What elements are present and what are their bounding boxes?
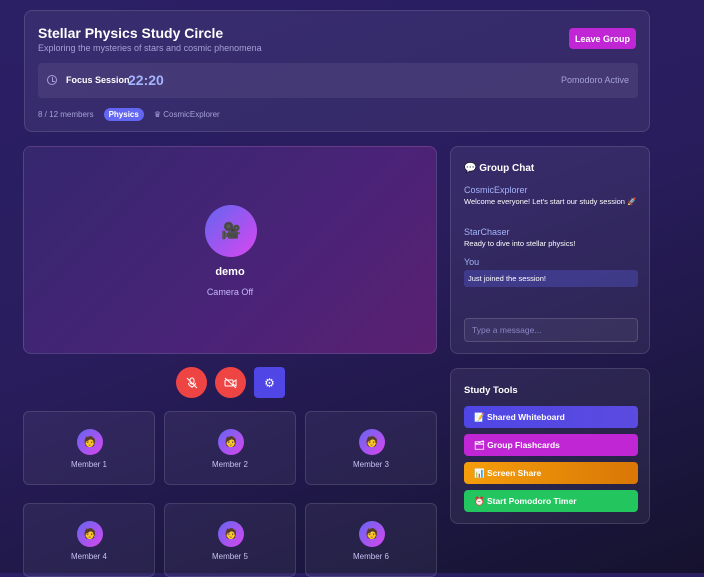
shared-whiteboard-button[interactable]: 📝 Shared Whiteboard [464,406,638,428]
study-tools-panel: Study Tools 📝 Shared Whiteboard 🗂 Group … [450,368,650,524]
member-avatar-icon: 🧑 [77,521,103,547]
subject-tag: Physics [103,108,144,121]
toggle-camera-button[interactable] [215,367,246,398]
group-meta: 8 / 12 members Physics ♛ CosmicExplorer [38,108,220,121]
focus-timer: 22:20 [128,72,164,88]
screen-share-button[interactable]: 📊 Screen Share [464,462,638,484]
member-name: Member 2 [211,460,248,469]
group-subtitle: Exploring the mysteries of stars and cos… [38,43,262,53]
member-tile[interactable]: 🧑 Member 6 [305,503,437,577]
member-tile[interactable]: 🧑 Member 5 [164,503,296,577]
member-name: Member 3 [352,460,389,469]
member-avatar-icon: 🧑 [218,429,244,455]
chat-title: 💬 Group Chat [464,163,534,174]
camera-status: Camera Off [206,287,254,297]
main-video: 🎥 demo Camera Off [23,146,437,354]
member-avatar-icon: 🧑 [218,521,244,547]
chat-bubble-icon: 💬 [464,163,480,174]
group-title: Stellar Physics Study Circle [38,25,224,41]
settings-button[interactable]: ⚙ [254,367,285,398]
group-header: Stellar Physics Study Circle Exploring t… [24,10,650,132]
camera-icon: 🎥 [205,205,257,257]
member-name: Member 5 [211,552,248,561]
member-tile[interactable]: 🧑 Member 2 [164,411,296,485]
member-name: Member 6 [352,552,389,561]
focus-label: Focus Session [66,75,130,85]
message-author: You [464,257,480,267]
participant-name: demo [215,266,245,278]
message-text: Welcome everyone! Let's start our study … [464,197,637,206]
mic-off-icon [186,377,197,388]
clock-icon [47,75,57,85]
member-avatar-icon: 🧑 [77,429,103,455]
mute-mic-button[interactable] [176,367,207,398]
host-name: ♛ CosmicExplorer [153,110,220,119]
message-author: CosmicExplorer [464,185,528,195]
start-pomodoro-button[interactable]: ⏰ Start Pomodoro Timer [464,490,638,512]
message-text: Just joined the session! [464,270,638,287]
group-flashcards-button[interactable]: 🗂 Group Flashcards [464,434,638,456]
study-tools-title: Study Tools [464,385,518,396]
group-chat-panel: 💬 Group Chat CosmicExplorer Welcome every… [450,146,650,354]
member-tile[interactable]: 🧑 Member 3 [305,411,437,485]
camera-off-icon [224,377,237,388]
member-avatar-icon: 🧑 [359,429,385,455]
member-avatar-icon: 🧑 [359,521,385,547]
member-count: 8 / 12 members [38,110,94,119]
focus-session-bar: Focus Session 22:20 Pomodoro Active [38,63,638,98]
member-name: Member 4 [70,552,107,561]
pomodoro-status: Pomodoro Active [560,75,629,85]
message-author: StarChaser [464,227,510,237]
chat-input[interactable] [464,318,638,342]
gear-icon: ⚙ [264,375,275,390]
chat-message: StarChaser Ready to dive into stellar phy… [464,227,638,249]
chat-message: CosmicExplorer Welcome everyone! Let's st… [464,185,638,207]
member-tile[interactable]: 🧑 Member 4 [23,503,155,577]
chat-message: You Just joined the session! [464,257,638,287]
member-name: Member 1 [70,460,107,469]
chat-title-text: Group Chat [479,163,535,174]
message-text: Ready to dive into stellar physics! [464,239,576,248]
leave-group-button[interactable]: Leave Group [569,28,636,49]
member-tile[interactable]: 🧑 Member 1 [23,411,155,485]
